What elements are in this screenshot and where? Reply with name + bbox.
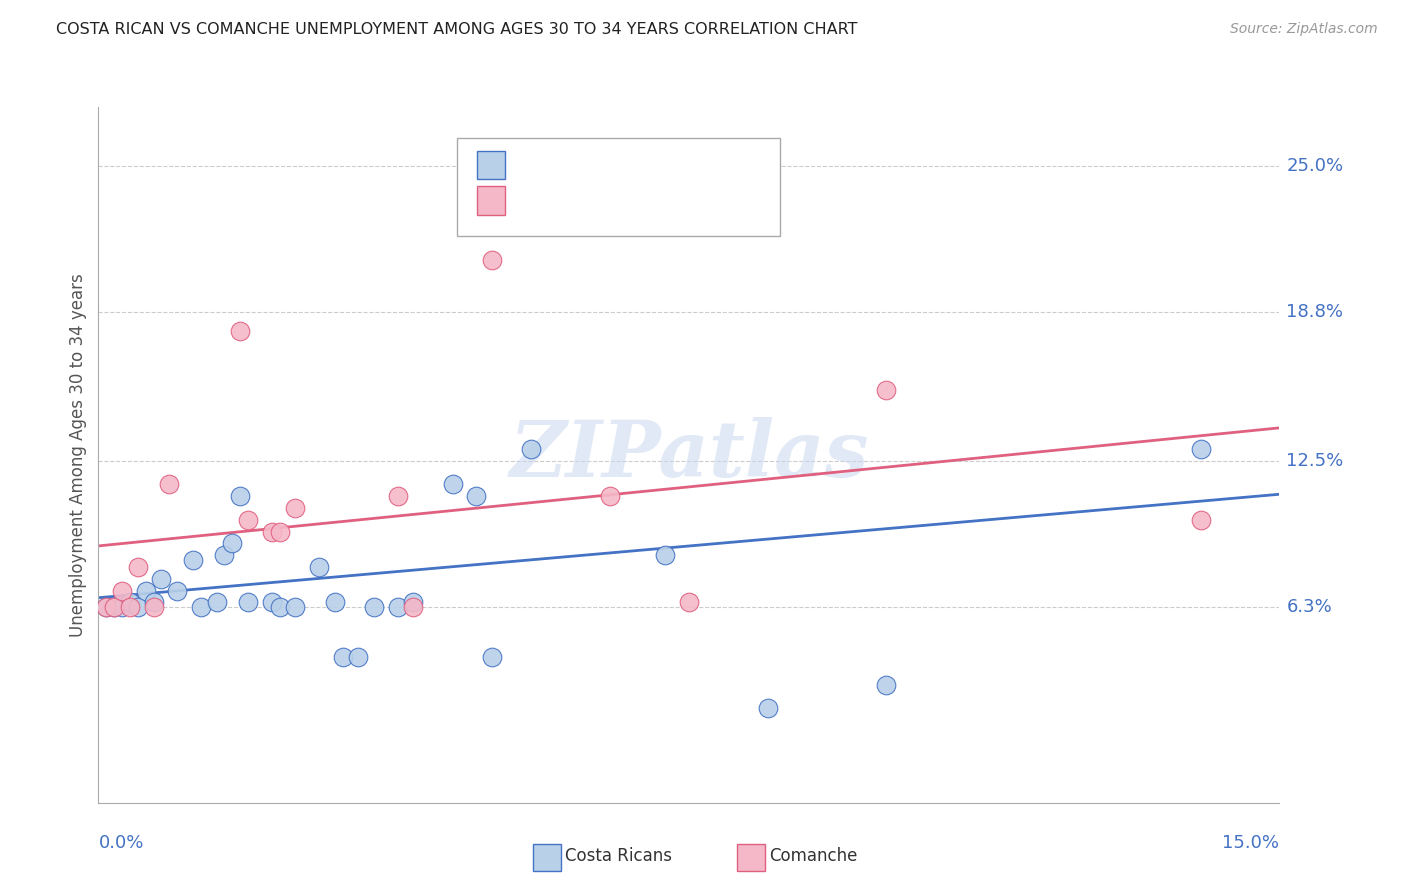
Point [96, 600, 118, 615]
Point [1189, 513, 1212, 527]
Text: 18.8%: 18.8% [1286, 303, 1344, 321]
Point [481, 253, 503, 268]
Point [127, 560, 149, 574]
Point [284, 500, 307, 515]
Text: 0.181: 0.181 [546, 156, 596, 174]
Point [96, 600, 118, 615]
Point [875, 383, 897, 397]
Point [387, 489, 409, 503]
Point [135, 583, 157, 598]
Point [308, 560, 330, 574]
Point [284, 600, 307, 615]
Point [229, 324, 252, 338]
Point [142, 595, 165, 609]
Text: 35: 35 [644, 156, 666, 174]
Point [269, 600, 291, 615]
Text: 15.0%: 15.0% [1222, 834, 1279, 852]
Text: N =: N = [599, 192, 651, 210]
Point [157, 477, 180, 491]
Point [269, 524, 291, 539]
Text: 19: 19 [644, 192, 666, 210]
Point [756, 701, 779, 715]
Point [111, 583, 134, 598]
Text: 12.5%: 12.5% [1286, 452, 1344, 470]
Point [363, 600, 385, 615]
Point [142, 600, 165, 615]
Point [103, 600, 125, 615]
Point [402, 600, 425, 615]
Point [118, 600, 141, 615]
Text: R =: R = [515, 156, 554, 174]
Y-axis label: Unemployment Among Ages 30 to 34 years: Unemployment Among Ages 30 to 34 years [69, 273, 87, 637]
Text: 0.331: 0.331 [546, 192, 598, 210]
Text: 0.0%: 0.0% [98, 834, 143, 852]
Text: COSTA RICAN VS COMANCHE UNEMPLOYMENT AMONG AGES 30 TO 34 YEARS CORRELATION CHART: COSTA RICAN VS COMANCHE UNEMPLOYMENT AMO… [56, 22, 858, 37]
Point [332, 649, 354, 664]
Point [481, 649, 503, 664]
Point [875, 678, 897, 692]
Point [236, 595, 259, 609]
Point [181, 553, 204, 567]
Point [402, 595, 425, 609]
Point [599, 489, 621, 503]
Point [214, 548, 236, 562]
Point [221, 536, 243, 550]
Point [347, 649, 370, 664]
Point [229, 489, 252, 503]
Point [260, 595, 283, 609]
Point [260, 524, 283, 539]
Text: Comanche: Comanche [769, 847, 858, 865]
Point [190, 600, 212, 615]
Point [441, 477, 464, 491]
Point [111, 600, 134, 615]
Point [1189, 442, 1212, 456]
Text: Costa Ricans: Costa Ricans [565, 847, 672, 865]
Text: 6.3%: 6.3% [1286, 598, 1333, 616]
Point [236, 513, 259, 527]
Point [323, 595, 346, 609]
Point [654, 548, 676, 562]
Text: 25.0%: 25.0% [1286, 157, 1344, 175]
Point [465, 489, 488, 503]
Point [150, 572, 173, 586]
Point [127, 600, 149, 615]
Point [103, 600, 125, 615]
Point [678, 595, 700, 609]
Point [520, 442, 543, 456]
Point [599, 183, 621, 197]
Text: R =: R = [515, 192, 554, 210]
Point [166, 583, 188, 598]
Text: ZIPatlas: ZIPatlas [509, 417, 869, 493]
Point [118, 595, 141, 609]
Text: Source: ZipAtlas.com: Source: ZipAtlas.com [1230, 22, 1378, 37]
Point [205, 595, 228, 609]
Text: N =: N = [599, 156, 651, 174]
Point [387, 600, 409, 615]
